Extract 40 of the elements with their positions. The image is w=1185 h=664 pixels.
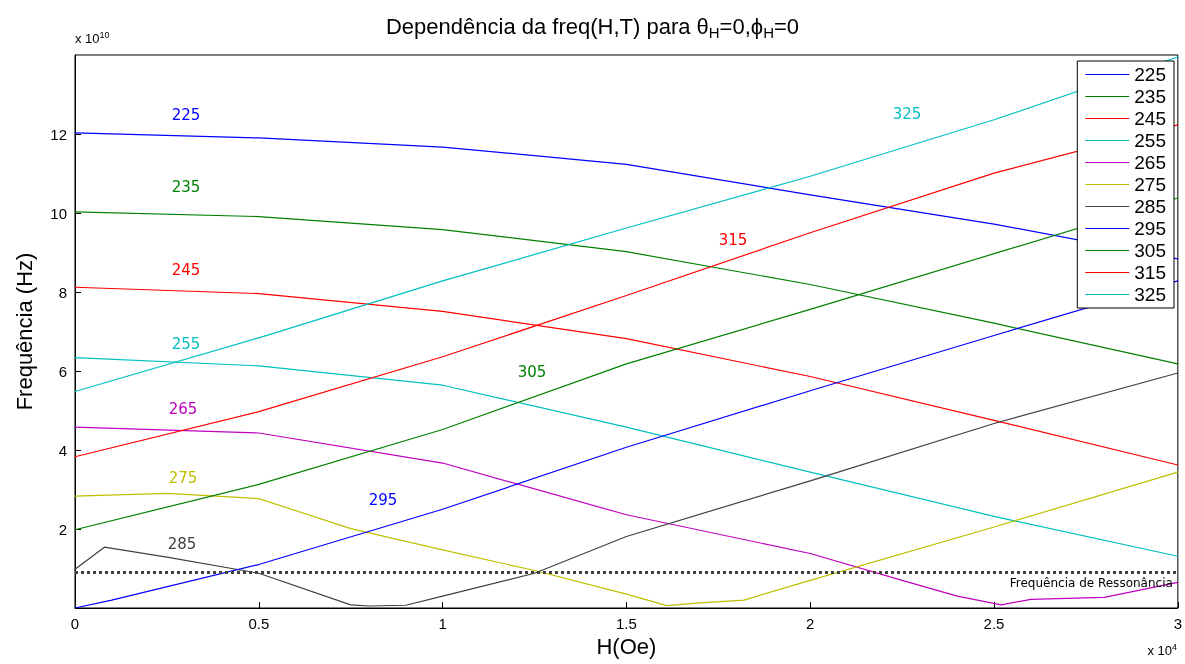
y-tick-label: 12 <box>50 125 67 143</box>
legend-label: 255 <box>1134 130 1166 151</box>
x-tick-label: 2 <box>806 615 815 632</box>
legend-label: 245 <box>1134 108 1166 129</box>
line-series <box>74 132 1179 260</box>
y-tick-label: 4 <box>58 441 67 459</box>
ref-line-label: Frequência de Ressonância <box>1009 576 1173 591</box>
annotation: 235 <box>171 178 201 196</box>
annotation: 245 <box>171 261 201 279</box>
legend-label: 225 <box>1134 64 1166 85</box>
annotation: 225 <box>171 106 201 124</box>
annotation: 305 <box>517 363 547 381</box>
x-tick-label: 1 <box>438 615 447 632</box>
y-axis-title: Frequência (Hz) <box>11 252 37 411</box>
annotation: 285 <box>167 535 197 553</box>
y-tick-label: 2 <box>58 520 67 538</box>
y-tick-label: 10 <box>50 204 67 222</box>
annotation: 255 <box>171 335 201 353</box>
x-tick-label: 3 <box>1173 615 1182 632</box>
legend-label: 295 <box>1134 218 1166 239</box>
annotation: 295 <box>368 491 398 509</box>
y-tick-label: 8 <box>58 283 67 301</box>
legend-label: 265 <box>1134 152 1166 173</box>
legend-label: 315 <box>1134 262 1166 283</box>
legend-label: 275 <box>1134 174 1166 195</box>
x-tick-label: 0.5 <box>248 615 270 632</box>
x-tick-label: 1.5 <box>615 615 637 632</box>
legend-label: 305 <box>1134 240 1166 261</box>
x-tick-label: 0 <box>70 615 80 632</box>
legend-label: 325 <box>1134 284 1166 305</box>
annotation: 275 <box>168 469 198 487</box>
legend-label: 285 <box>1134 196 1166 217</box>
x-tick-label: 2.5 <box>983 615 1005 632</box>
legend-label: 235 <box>1134 86 1166 107</box>
annotation: 315 <box>718 231 748 249</box>
line-series <box>74 197 1179 531</box>
annotation: 325 <box>892 105 922 123</box>
annotation: 265 <box>168 400 198 418</box>
y-tick-label: 6 <box>58 362 67 380</box>
x-axis-title: H(Oe) <box>596 634 657 660</box>
